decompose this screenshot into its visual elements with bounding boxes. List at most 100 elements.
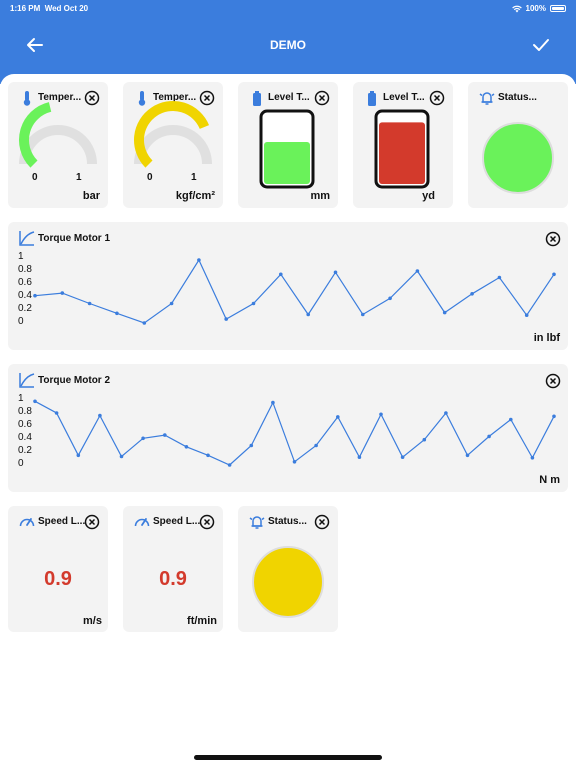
close-icon[interactable] [314,514,330,530]
close-icon[interactable] [314,90,330,106]
gauge-min: 0 [32,172,38,183]
level-title: Level T... [268,92,310,103]
y-tick-label: 0.8 [18,406,32,417]
data-point [465,453,470,458]
speedometer-icon [19,518,35,527]
data-point [87,301,92,306]
data-point [33,293,37,298]
close-icon[interactable] [199,90,215,106]
data-point [388,296,392,301]
gauge-min: 0 [147,172,153,183]
data-point [227,463,232,467]
speed-value: 0.9 [44,568,72,590]
y-tick-label: 0.4 [18,432,32,443]
status-card[interactable]: Status... [238,506,338,632]
close-icon[interactable] [84,514,100,530]
speedometer-icon [134,518,150,527]
close-icon[interactable] [84,90,100,106]
close-icon[interactable] [545,231,561,247]
back-arrow-icon[interactable] [24,34,46,56]
gauge-card[interactable]: Temper... 0 1 kgf/cm² [123,82,223,208]
data-point [119,454,124,459]
chart-card-torque-motor-2[interactable]: Torque Motor 2 1 0.8 0.6 0.4 0.2 0 N m [8,364,568,492]
status-time: 1:16 PM [10,4,41,13]
gauge-card[interactable]: Temper... 0 1 bar [8,82,108,208]
speed-title: Speed L... [153,516,201,527]
speed-card[interactable]: Speed L... 0.9 m/s [8,506,108,632]
status-indicator [482,122,554,194]
gauge-title: Temper... [153,92,197,103]
line-chart-icon [19,373,35,388]
battery-percent: 100% [525,4,546,13]
y-tick-label: 0.2 [18,303,32,314]
data-point [470,292,474,296]
data-point [524,313,529,317]
series-line [34,258,555,324]
y-tick-label: 0.4 [18,290,32,301]
level-fill [379,122,425,184]
close-icon[interactable] [545,373,561,389]
data-point [509,417,513,422]
close-icon[interactable] [429,90,445,106]
y-tick-label: 0 [18,458,24,469]
chart-title: Torque Motor 2 [38,375,111,386]
speed-unit: ft/min [187,615,217,627]
data-point [54,411,59,415]
data-point [197,258,201,262]
speed-card[interactable]: Speed L... 0.9 ft/min [123,506,223,632]
series-line [34,400,555,466]
data-point [333,270,338,275]
data-point [357,455,362,459]
level-tank [259,109,315,189]
gauge-unit: kgf/cm² [175,190,215,202]
y-tick-label: 1 [18,251,24,262]
data-point [442,310,447,315]
data-point [415,269,420,273]
alarm-bell-icon [249,516,265,529]
chart-card-torque-motor-1[interactable]: Torque Motor 1 1 0.8 0.6 0.4 0.2 0 in lb… [8,222,568,350]
data-point [314,443,318,448]
checkmark-icon[interactable] [530,34,552,56]
data-point [361,312,365,317]
gauge-dial [134,101,212,168]
gauge-dial [19,102,97,168]
thermometer-icon [23,91,31,106]
y-tick-label: 0.6 [18,419,32,430]
speed-title: Speed L... [38,516,86,527]
data-point [224,317,228,321]
level-card[interactable]: Level T... yd [353,82,453,208]
y-tick-label: 0.2 [18,445,32,456]
line-chart-icon [19,231,35,246]
torque-motor-2-plot [33,399,556,467]
y-tick-label: 1 [18,393,24,404]
close-icon[interactable] [199,514,215,530]
torque-motor-1-plot [33,258,556,325]
gauge-max: 1 [76,172,82,183]
status-card[interactable]: Status... [468,82,568,208]
level-card[interactable]: Level T... mm [238,82,338,208]
wifi-icon [511,5,522,12]
data-point [271,400,275,405]
data-point [142,321,147,325]
data-point [379,412,383,417]
battery-icon [253,91,261,106]
chart-unit: in lbf [533,332,560,344]
y-tick-label: 0.8 [18,264,32,275]
gauge-fill [19,102,52,168]
level-tank [374,109,430,189]
y-tick-label: 0 [18,316,24,327]
level-unit: mm [310,190,330,202]
thermometer-icon [138,91,146,106]
status-date: Wed Oct 20 [44,4,89,13]
home-indicator[interactable] [194,755,382,760]
data-point [249,443,254,448]
battery-icon [368,91,376,106]
data-point [292,460,297,464]
status-title: Status... [498,92,537,103]
y-tick-label: 0.6 [18,277,32,288]
level-fill [264,142,310,184]
level-title: Level T... [383,92,425,103]
data-point [487,434,491,439]
speed-value: 0.9 [159,568,187,590]
data-point [336,415,340,419]
